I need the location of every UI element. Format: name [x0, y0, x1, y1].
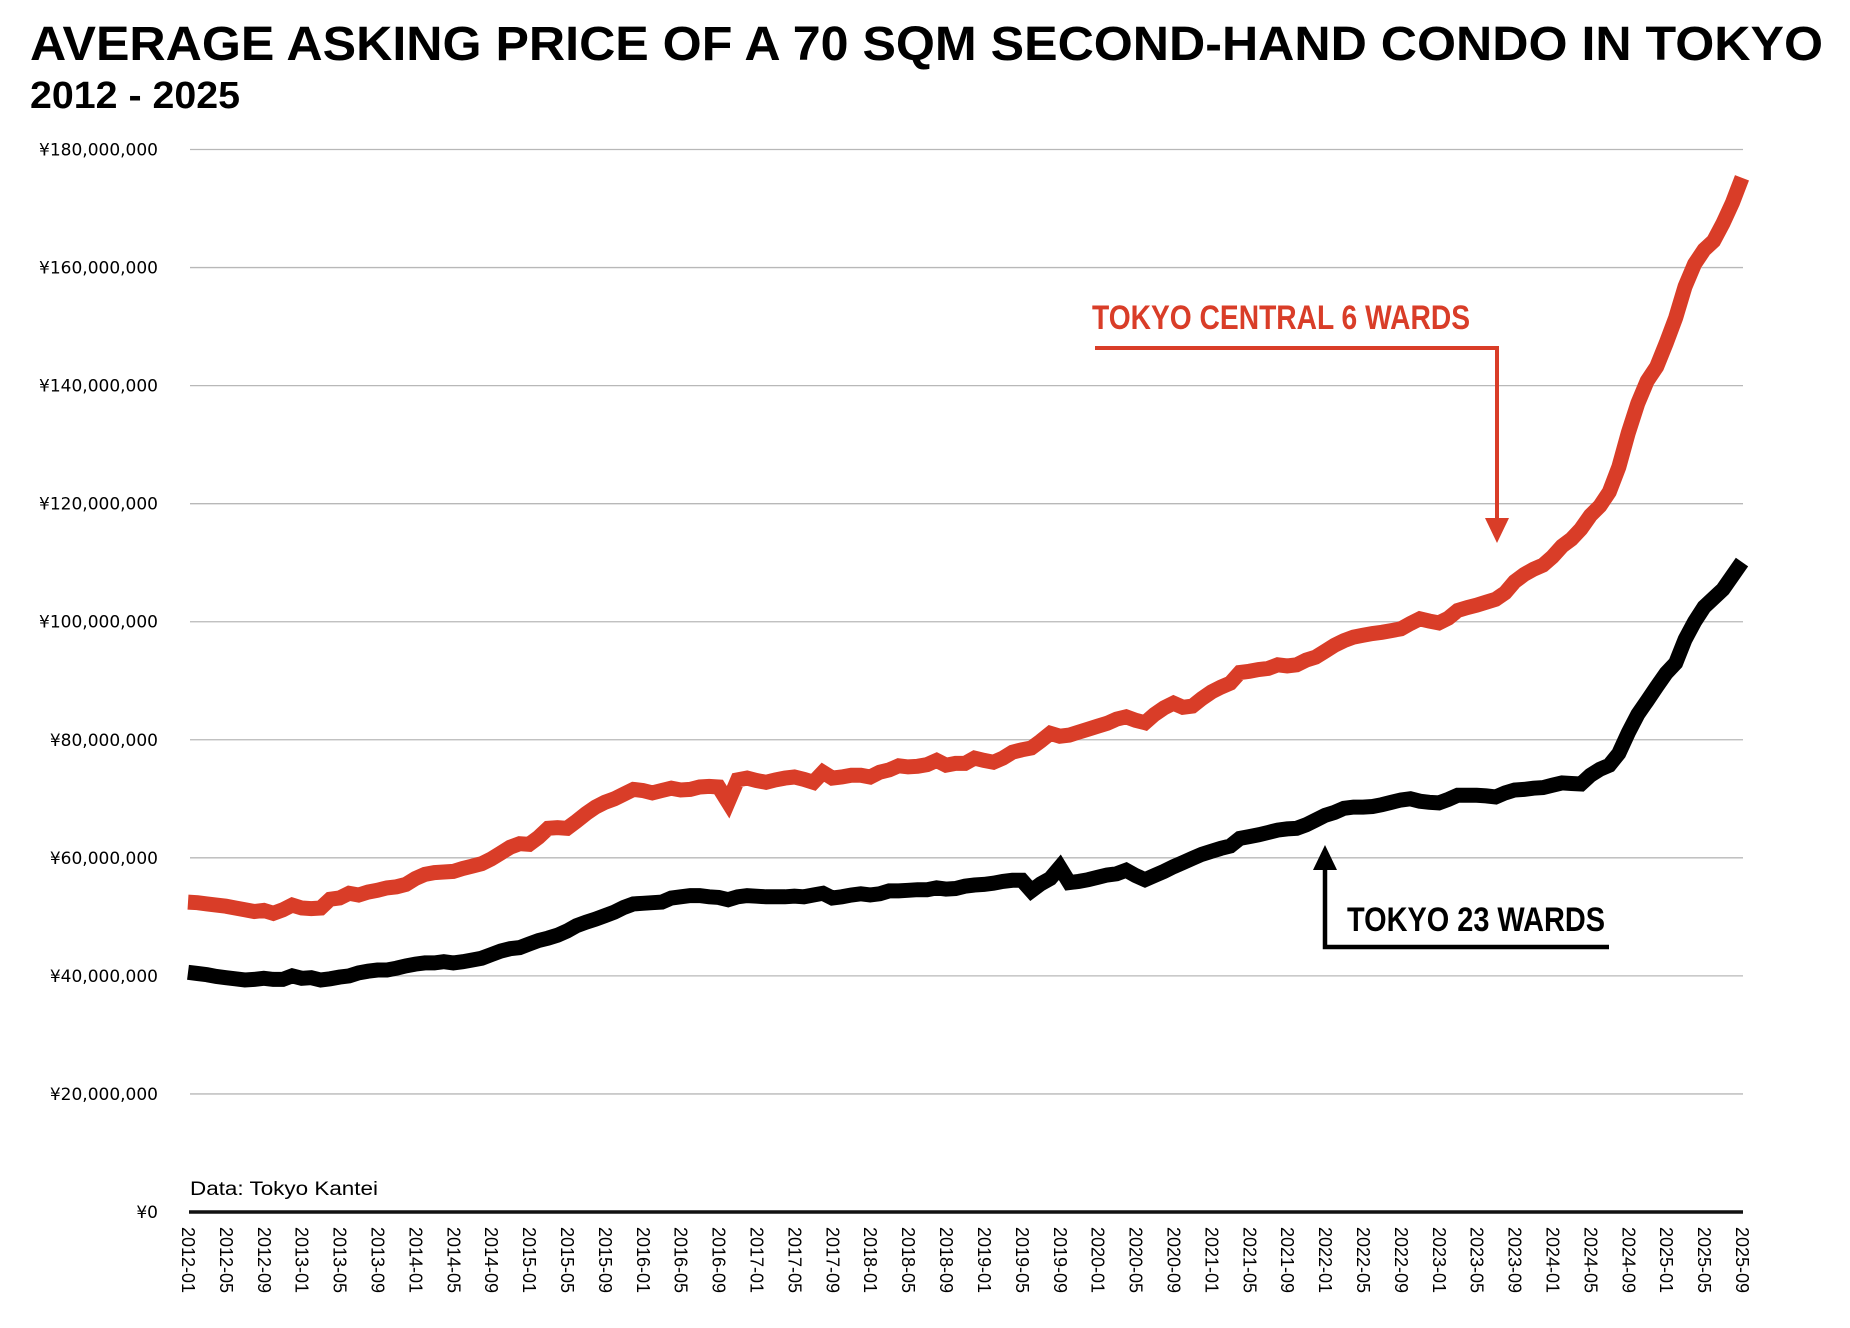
x-tick-label: 2018-01	[860, 1227, 880, 1293]
y-tick-label: ¥180,000,000	[39, 141, 158, 161]
x-tick-label: 2023-01	[1429, 1227, 1449, 1293]
x-tick-label: 2022-09	[1391, 1227, 1411, 1293]
x-tick-label: 2022-05	[1353, 1227, 1373, 1293]
x-tick-label: 2021-09	[1277, 1227, 1297, 1293]
x-tick-label: 2017-05	[784, 1227, 804, 1293]
x-tick-label: 2014-01	[405, 1227, 425, 1293]
y-tick-label: ¥0	[136, 1203, 158, 1223]
x-tick-label: 2016-01	[633, 1227, 653, 1293]
y-tick-label: ¥80,000,000	[50, 731, 158, 751]
x-tick-label: 2017-01	[747, 1227, 767, 1293]
x-tick-label: 2020-05	[1126, 1227, 1146, 1293]
x-tick-label: 2015-09	[595, 1227, 615, 1293]
arrow-up-icon	[1313, 845, 1337, 870]
x-tick-label: 2024-01	[1542, 1227, 1562, 1293]
x-tick-label: 2023-09	[1505, 1227, 1525, 1293]
x-tick-label: 2015-01	[519, 1227, 539, 1293]
gridlines	[190, 148, 1743, 1095]
x-tick-label: 2021-05	[1239, 1227, 1259, 1293]
x-tick-label: 2014-09	[481, 1227, 501, 1293]
y-tick-label: ¥100,000,000	[39, 613, 158, 633]
x-tick-label: 2025-09	[1732, 1227, 1752, 1293]
x-tick-label: 2018-09	[936, 1227, 956, 1293]
x-tick-label: 2019-01	[974, 1227, 994, 1293]
series-line-23-wards	[187, 557, 1749, 988]
x-tick-label: 2025-05	[1694, 1227, 1714, 1293]
x-tick-label: 2018-05	[898, 1227, 918, 1293]
arrow-down-icon	[1485, 518, 1509, 543]
x-tick-label: 2016-05	[671, 1227, 691, 1293]
y-tick-label: ¥120,000,000	[39, 495, 158, 515]
annotation-central-6-wards: TOKYO CENTRAL 6 WARDS	[1092, 299, 1509, 543]
x-tick-label: 2017-09	[822, 1227, 842, 1293]
x-tick-label: 2020-09	[1163, 1227, 1183, 1293]
annotation-23-wards: TOKYO 23 WARDS	[1313, 845, 1609, 950]
annotation-label-23-wards: TOKYO 23 WARDS	[1347, 901, 1605, 939]
x-tick-label: 2019-09	[1050, 1227, 1070, 1293]
x-tick-label: 2019-05	[1012, 1227, 1032, 1293]
x-tick-label: 2012-05	[216, 1227, 236, 1293]
series-lines	[187, 175, 1750, 988]
x-tick-label: 2016-09	[709, 1227, 729, 1293]
x-tick-label: 2020-01	[1088, 1227, 1108, 1293]
x-tick-label: 2024-05	[1580, 1227, 1600, 1293]
x-tick-label: 2025-01	[1656, 1227, 1676, 1293]
y-axis-tick-labels: ¥0 ¥20,000,000 ¥40,000,000 ¥60,000,000 ¥80,0…	[39, 141, 158, 1224]
x-tick-label: 2022-01	[1315, 1227, 1335, 1293]
y-tick-label: ¥40,000,000	[50, 967, 158, 987]
series-line-central-6-wards	[187, 175, 1750, 922]
annotation-bracket-central-6-wards	[1095, 346, 1499, 520]
x-tick-label: 2024-09	[1618, 1227, 1638, 1293]
y-tick-label: ¥160,000,000	[39, 259, 158, 279]
x-tick-label: 2013-09	[368, 1227, 388, 1293]
chart-title: AVERAGE ASKING PRICE OF A 70 SQM SECOND-…	[30, 18, 1823, 71]
x-tick-label: 2014-05	[443, 1227, 463, 1293]
chart-subtitle: 2012 - 2025	[30, 75, 240, 117]
annotation-label-central-6-wards: TOKYO CENTRAL 6 WARDS	[1092, 299, 1470, 337]
y-tick-label: ¥20,000,000	[50, 1085, 158, 1105]
x-tick-label: 2013-05	[330, 1227, 350, 1293]
x-axis-tick-labels: 2012-01 2012-05 2012-09 2013-01 2013-05 2013-…	[178, 1227, 1752, 1293]
x-tick-label: 2013-01	[292, 1227, 312, 1293]
x-tick-label: 2023-05	[1467, 1227, 1487, 1293]
y-tick-label: ¥60,000,000	[50, 849, 158, 869]
x-tick-label: 2021-01	[1201, 1227, 1221, 1293]
source-note: Data: Tokyo Kantei	[190, 1179, 378, 1200]
y-tick-label: ¥140,000,000	[39, 377, 158, 397]
annotation-bracket-23-wards	[1322, 868, 1609, 950]
x-tick-label: 2015-05	[557, 1227, 577, 1293]
x-tick-label: 2012-01	[178, 1227, 198, 1293]
x-tick-label: 2012-09	[254, 1227, 274, 1293]
